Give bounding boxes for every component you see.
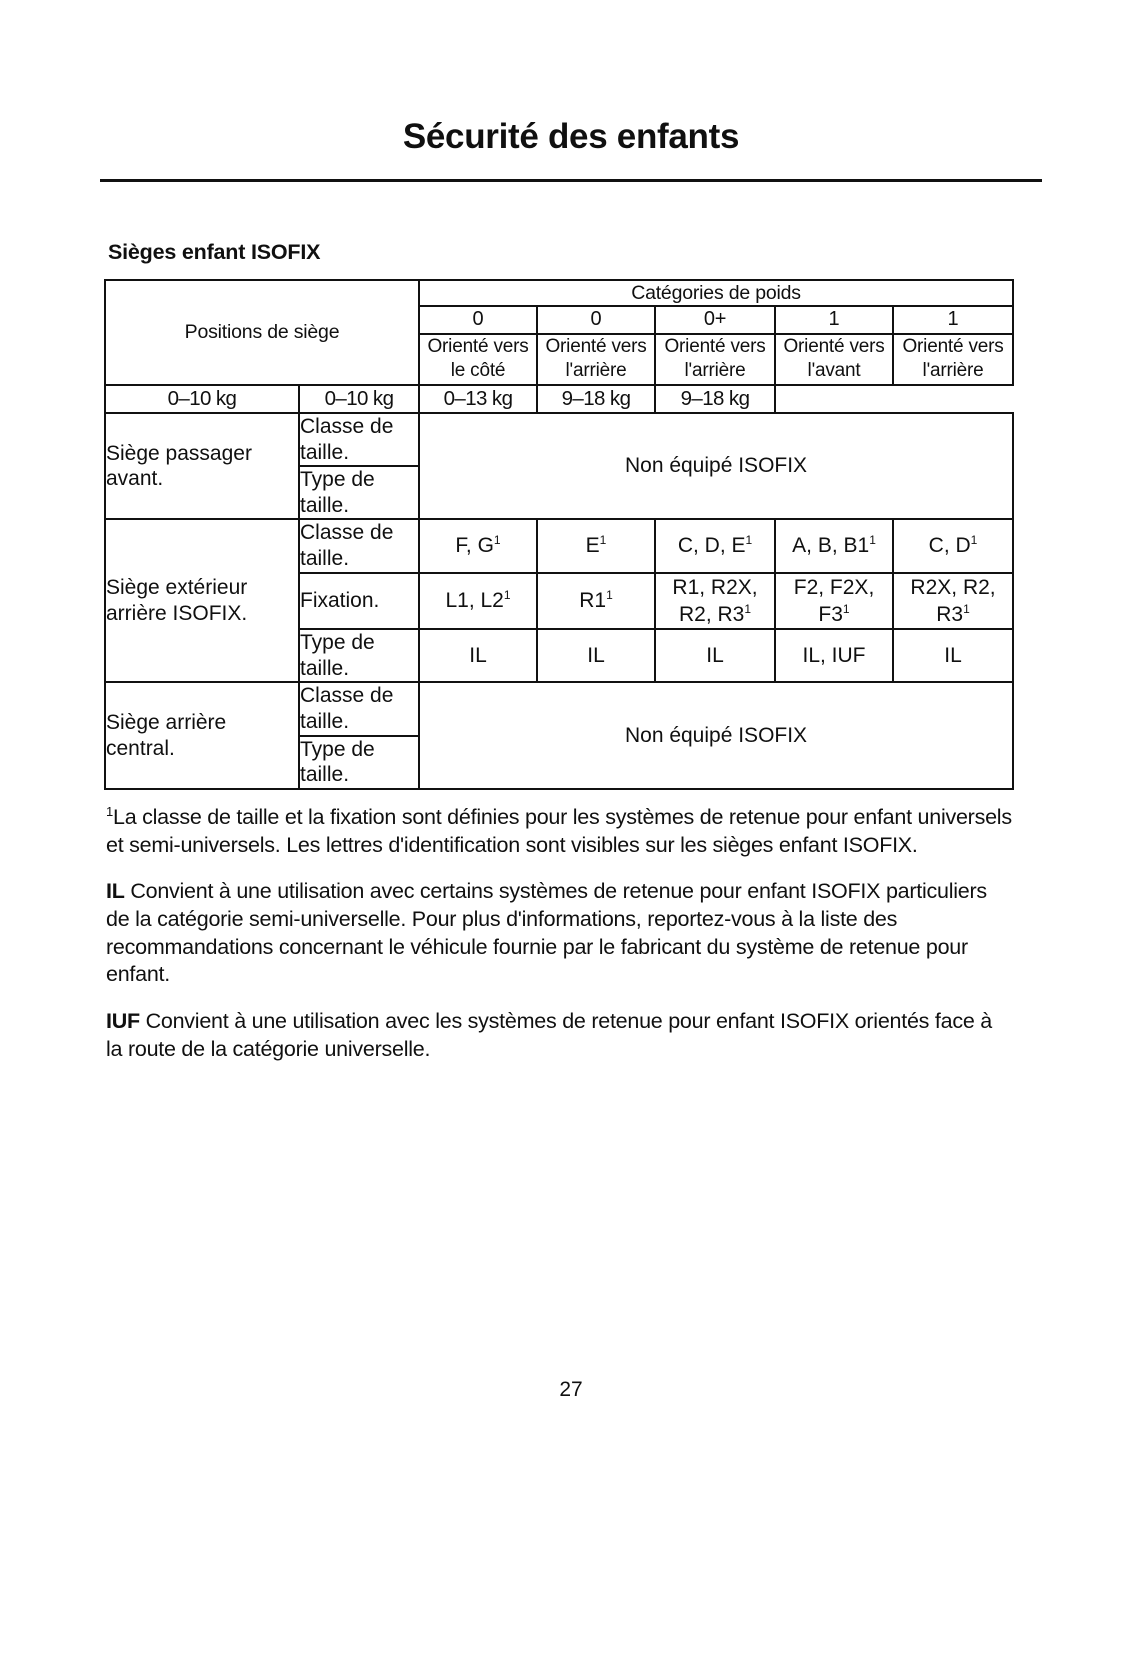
cell-fixation-col5: R2X, R2, R31 bbox=[892, 571, 1015, 631]
cell-size-type-col5: IL bbox=[892, 628, 1015, 684]
header-weight-2: 0–10 kg bbox=[297, 383, 421, 414]
header-group-0-b: 0 bbox=[536, 305, 657, 336]
table-header-row-orientations: Orienté vers le côté Orienté vers l'arri… bbox=[105, 333, 1015, 386]
header-group-0plus: 0+ bbox=[654, 305, 777, 336]
table-row: Fixation. L1, L21 R11 R1, R2X, R2, R31 F2… bbox=[105, 571, 1015, 631]
attribute-label-size-class-row3: Classe de taille. bbox=[297, 681, 421, 737]
attribute-label-size-type-row1: Type de taille. bbox=[297, 465, 421, 521]
cell-not-equipped-row3: Non équipé ISOFIX bbox=[418, 681, 1015, 790]
header-categories-de-poids: Catégories de poids bbox=[418, 278, 1015, 308]
table-row: Siège passager avant. Classe de taille. … bbox=[104, 411, 1015, 521]
header-orientation-2: Orienté vers l'arrière bbox=[536, 333, 657, 386]
cell-size-class-col1: F, G1 bbox=[418, 518, 539, 574]
row-label-rear-centre-seat: Siège arrière central. bbox=[104, 681, 300, 790]
footnote-iuf-definition: IUF Convient à une utilisation avec les … bbox=[106, 1009, 992, 1061]
header-divider bbox=[100, 178, 1042, 182]
table-row: Type de taille. IL IL IL IL, IUF IL bbox=[105, 628, 1015, 684]
footnote-size-class-definition: 1La classe de taille et la fixation sont… bbox=[106, 803, 1012, 857]
header-orientation-1: Orienté vers le côté bbox=[418, 333, 539, 386]
header-orientation-4: Orienté vers l'avant bbox=[774, 333, 895, 386]
cell-size-type-col2: IL bbox=[536, 628, 657, 684]
footnotes-section: 1La classe de taille et la fixation sont… bbox=[106, 804, 1012, 1064]
cell-fixation-col1: L1, L21 bbox=[418, 571, 539, 631]
header-weight-3: 0–13 kg bbox=[418, 383, 539, 414]
cell-fixation-col2: R11 bbox=[536, 571, 657, 631]
table-row: Type de taille. bbox=[105, 734, 1013, 790]
attribute-label-fixation-row2: Fixation. bbox=[297, 571, 421, 631]
header-positions-de-siege: Positions de siège bbox=[103, 278, 421, 386]
cell-size-type-col1: IL bbox=[418, 628, 539, 684]
cell-size-class-col4: A, B, B11 bbox=[774, 518, 895, 574]
table-row: Siège arrière central. Classe de taille.… bbox=[104, 681, 1015, 790]
isofix-child-seats-table: Positions de siège Catégories de poids 0… bbox=[103, 278, 1015, 790]
table-row: Siège extérieur arrière ISOFIX. Classe d… bbox=[104, 518, 1015, 684]
header-orientation-3: Orienté vers l'arrière bbox=[654, 333, 777, 386]
table-row: Type de taille. bbox=[105, 465, 1013, 521]
attribute-label-size-type-row2: Type de taille. bbox=[297, 628, 421, 684]
table-header-row-categories: Positions de siège Catégories de poids bbox=[103, 278, 1015, 386]
header-weight-1: 0–10 kg bbox=[104, 383, 300, 414]
row-label-rear-outboard-isofix-seat: Siège extérieur arrière ISOFIX. bbox=[104, 518, 300, 684]
cell-size-class-col5: C, D1 bbox=[892, 518, 1015, 574]
header-group-1-a: 1 bbox=[774, 305, 895, 336]
page-number: 27 bbox=[559, 1378, 583, 1401]
table-header-row-groups: 0 0 0+ 1 1 bbox=[105, 305, 1015, 336]
attribute-label-size-class-row2: Classe de taille. bbox=[297, 518, 421, 574]
attribute-label-size-class-row1: Classe de taille. bbox=[297, 411, 421, 468]
header-weight-4: 9–18 kg bbox=[536, 383, 657, 414]
footnote-il-definition: IL Convient à une utilisation avec certa… bbox=[106, 879, 987, 987]
cell-fixation-col4: F2, F2X, F31 bbox=[774, 571, 895, 631]
header-group-1-b: 1 bbox=[892, 305, 1015, 336]
attribute-label-size-type-row3: Type de taille. bbox=[297, 734, 421, 790]
cell-fixation-col3: R1, R2X, R2, R31 bbox=[654, 571, 777, 631]
cell-size-class-col3: C, D, E1 bbox=[654, 518, 777, 574]
header-orientation-5: Orienté vers l'arrière bbox=[892, 333, 1015, 386]
cell-not-equipped-row1: Non équipé ISOFIX bbox=[418, 411, 1015, 521]
cell-size-type-col3: IL bbox=[654, 628, 777, 684]
cell-size-type-col4: IL, IUF bbox=[774, 628, 895, 684]
cell-size-class-col2: E1 bbox=[536, 518, 657, 574]
section-heading: Sièges enfant ISOFIX bbox=[108, 239, 321, 264]
header-weight-5: 9–18 kg bbox=[654, 383, 777, 414]
table-header-row-weights: 0–10 kg 0–10 kg 0–13 kg 9–18 kg 9–18 kg bbox=[104, 383, 1013, 414]
header-group-0-a: 0 bbox=[418, 305, 539, 336]
page-title: Sécurité des enfants bbox=[402, 117, 740, 156]
row-label-front-passenger-seat: Siège passager avant. bbox=[104, 411, 300, 521]
